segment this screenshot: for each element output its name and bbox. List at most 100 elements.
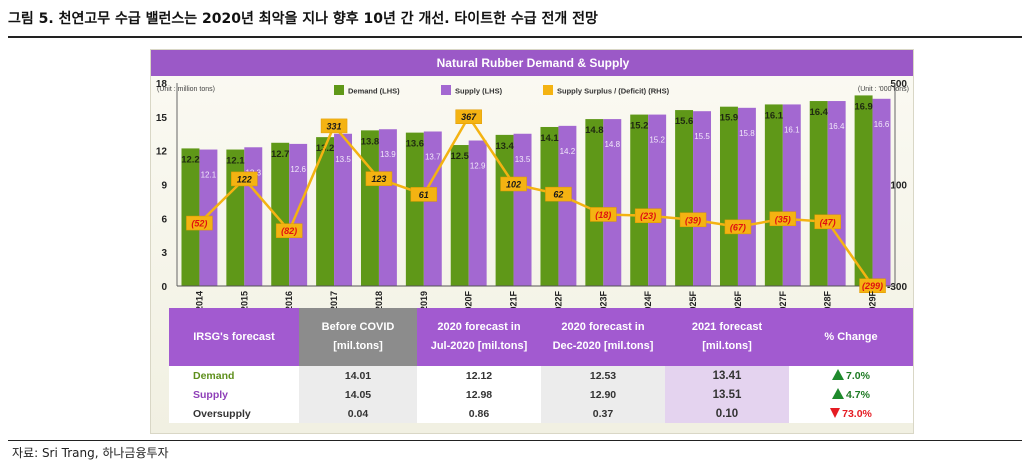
left-tick-label: 18 <box>156 79 168 90</box>
cell-change: 7.0% <box>789 366 913 385</box>
surplus-value-label: (82) <box>281 226 297 236</box>
left-tick-label: 0 <box>161 282 167 293</box>
cell-change: 4.7% <box>789 385 913 404</box>
supply-value-label: 12.9 <box>470 162 486 171</box>
demand-value-label: 16.9 <box>854 101 873 112</box>
bar-supply <box>872 98 891 287</box>
bar-demand <box>764 104 783 286</box>
chart-canvas: (Unit : million tons) (Unit : '000 tons) D… <box>156 79 909 308</box>
bar-demand <box>226 149 245 286</box>
surplus-marker <box>634 208 662 223</box>
legend-supply-swatch <box>441 85 451 95</box>
surplus-value-label: (299) <box>862 281 883 291</box>
title-rule <box>8 36 1022 38</box>
cell-value: 12.53 <box>541 366 665 385</box>
supply-value-label: 13.7 <box>425 152 441 161</box>
surplus-value-label: 62 <box>553 190 563 200</box>
demand-value-label: 12.5 <box>450 151 469 162</box>
figure-title: 그림 5. 천연고무 수급 밸런스는 2020년 최악을 지나 향후 10년 간… <box>8 11 598 27</box>
left-tick-label: 9 <box>161 181 167 192</box>
forecast-header-row: IRSG's forecast Before COVID [mil.tons] 2… <box>169 308 913 366</box>
footer-rule <box>8 440 1022 441</box>
surplus-line <box>198 114 874 287</box>
surplus-marker <box>769 211 797 227</box>
x-tick-label: 2021F <box>509 291 519 308</box>
right-tick-label: 500 <box>890 79 907 90</box>
bar-supply <box>334 133 353 286</box>
right-tick-label: 100 <box>890 181 907 192</box>
header-2021: 2021 forecast [mil.tons] <box>665 308 789 366</box>
supply-value-label: 15.5 <box>694 132 710 141</box>
supply-value-label: 16.4 <box>829 122 845 131</box>
surplus-value-label: (47) <box>820 217 836 227</box>
x-tick-label: 2015 <box>239 291 249 308</box>
legend-surplus-swatch <box>543 85 553 95</box>
demand-value-label: 12.7 <box>271 149 290 160</box>
header-irsg: IRSG's forecast <box>169 308 299 366</box>
up-triangle-icon <box>832 388 845 399</box>
demand-value-label: 15.6 <box>675 116 694 127</box>
surplus-value-label: (35) <box>775 214 791 224</box>
bar-demand <box>854 95 873 287</box>
x-tick-label: 2022F <box>553 291 563 308</box>
legend-demand-swatch <box>334 85 344 95</box>
bar-supply <box>378 129 397 286</box>
surplus-value-label: 367 <box>461 112 477 122</box>
header-jul-2020: 2020 forecast in Jul-2020 [mil.tons] <box>417 308 541 366</box>
bar-supply <box>468 140 487 286</box>
chart-panel: Natural Rubber Demand & Supply (Unit : m… <box>150 49 914 434</box>
x-tick-label: 2024F <box>643 291 653 308</box>
x-tick-label: 2019 <box>419 291 429 308</box>
bar-demand <box>809 101 828 286</box>
header-dec-2020: 2020 forecast in Dec-2020 [mil.tons] <box>541 308 665 366</box>
surplus-value-label: 331 <box>327 121 342 131</box>
surplus-value-label: 122 <box>237 174 252 184</box>
row-supply: Supply 14.05 12.98 12.90 13.51 4.7% <box>169 385 913 404</box>
surplus-marker <box>231 171 258 187</box>
demand-value-label: 12.1 <box>226 156 245 167</box>
surplus-marker <box>320 118 348 134</box>
x-tick-label: 2020F <box>464 291 474 308</box>
bar-supply <box>737 107 756 286</box>
demand-value-label: 13.6 <box>406 139 425 150</box>
cell-value: 14.05 <box>299 385 417 404</box>
cell-value: 12.12 <box>417 366 541 385</box>
surplus-value-label: (23) <box>640 211 656 221</box>
left-tick-label: 12 <box>156 147 168 158</box>
bar-supply <box>693 111 712 286</box>
cell-change: 73.0% <box>789 404 913 423</box>
bar-supply <box>648 114 667 286</box>
bar-supply <box>289 143 308 286</box>
bar-demand <box>540 126 559 286</box>
surplus-marker <box>275 223 303 238</box>
surplus-value-label: 123 <box>371 174 386 184</box>
demand-value-label: 15.9 <box>720 113 739 124</box>
bar-demand <box>630 114 649 286</box>
supply-value-label: 12.1 <box>201 171 217 180</box>
right-unit-label: (Unit : '000 tons) <box>858 86 909 93</box>
x-tick-label: 2014 <box>194 291 204 308</box>
x-tick-label: 2023F <box>598 291 608 308</box>
cell-value: 0.10 <box>665 404 789 423</box>
supply-value-label: 15.2 <box>649 136 665 145</box>
surplus-value-label: (52) <box>191 219 207 229</box>
supply-value-label: 14.8 <box>604 140 620 149</box>
chart-title: Natural Rubber Demand & Supply <box>151 50 913 76</box>
row-label: Demand <box>169 366 299 385</box>
demand-value-label: 13.8 <box>361 136 380 147</box>
surplus-value-label: (39) <box>685 215 701 225</box>
cell-value: 0.04 <box>299 404 417 423</box>
cell-value: 0.37 <box>541 404 665 423</box>
row-label: Supply <box>169 385 299 404</box>
left-tick-label: 6 <box>161 214 167 225</box>
row-oversupply: Oversupply 0.04 0.86 0.37 0.10 73.0% <box>169 404 913 423</box>
surplus-marker <box>186 215 213 231</box>
cell-value: 12.90 <box>541 385 665 404</box>
forecast-table: IRSG's forecast Before COVID [mil.tons] 2… <box>169 308 913 423</box>
bar-demand <box>495 134 514 286</box>
surplus-marker <box>724 219 752 235</box>
surplus-marker <box>679 212 707 228</box>
cell-value: 12.98 <box>417 385 541 404</box>
supply-value-label: 13.5 <box>335 155 351 164</box>
cell-value: 14.01 <box>299 366 417 385</box>
